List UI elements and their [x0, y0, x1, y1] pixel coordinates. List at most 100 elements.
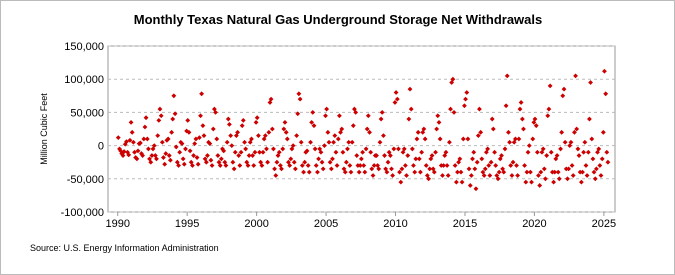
- data-point: [192, 141, 198, 147]
- data-point: [242, 139, 247, 145]
- data-point: [604, 149, 610, 155]
- data-point: [296, 91, 302, 97]
- data-point: [433, 149, 438, 155]
- data-point: [477, 106, 482, 112]
- data-point: [464, 90, 470, 95]
- data-point: [541, 166, 547, 172]
- data-point: [240, 117, 246, 123]
- data-point: [358, 156, 364, 162]
- data-point: [349, 139, 355, 145]
- data-point: [377, 139, 383, 145]
- data-point: [536, 173, 541, 178]
- data-point: [203, 159, 209, 165]
- data-point: [144, 136, 150, 142]
- data-point: [576, 153, 582, 158]
- data-point: [236, 153, 242, 158]
- data-point: [485, 146, 491, 152]
- data-point: [191, 153, 196, 158]
- data-point: [402, 163, 408, 168]
- x-tick-label: 1990: [105, 218, 129, 230]
- data-point: [381, 133, 386, 139]
- data-point: [526, 143, 532, 148]
- data-point: [273, 173, 279, 178]
- data-point: [237, 163, 243, 168]
- data-point: [530, 136, 536, 142]
- data-point: [318, 149, 324, 155]
- data-point: [408, 106, 414, 112]
- data-point: [447, 139, 452, 145]
- data-point: [482, 166, 488, 172]
- data-point: [291, 159, 297, 165]
- data-point: [169, 129, 175, 135]
- data-point: [345, 146, 350, 152]
- data-point: [346, 139, 352, 145]
- data-point: [195, 161, 201, 167]
- data-point: [152, 153, 158, 158]
- data-point: [496, 169, 502, 175]
- data-point: [429, 153, 435, 158]
- data-point: [165, 136, 171, 142]
- data-point: [151, 143, 157, 148]
- data-point: [591, 169, 597, 175]
- data-point: [516, 136, 522, 142]
- x-tick-label: 2025: [592, 218, 616, 230]
- data-point: [140, 153, 145, 158]
- x-tick-label: 2010: [383, 218, 407, 230]
- data-point: [509, 173, 515, 178]
- data-point: [444, 163, 450, 168]
- data-point: [508, 163, 514, 168]
- data-point: [515, 173, 521, 178]
- data-point: [596, 146, 602, 152]
- data-point: [497, 156, 503, 162]
- data-point: [309, 119, 315, 125]
- data-point: [475, 133, 481, 139]
- data-point: [235, 129, 240, 135]
- data-point: [166, 153, 172, 158]
- data-point: [213, 110, 218, 115]
- data-point: [517, 106, 523, 112]
- data-point: [279, 166, 284, 172]
- data-point: [187, 148, 193, 154]
- data-point: [159, 139, 165, 145]
- data-point: [504, 73, 510, 79]
- data-point: [501, 169, 507, 175]
- data-point: [561, 86, 567, 92]
- data-point: [200, 123, 206, 129]
- data-point: [332, 133, 338, 139]
- data-point: [422, 136, 428, 142]
- data-point: [399, 166, 405, 172]
- data-point: [396, 146, 401, 152]
- data-point: [228, 133, 234, 139]
- data-point: [188, 159, 194, 165]
- data-point: [170, 116, 176, 122]
- data-point: [249, 136, 254, 142]
- data-point: [243, 146, 249, 152]
- data-point: [262, 133, 268, 139]
- data-point: [122, 141, 128, 147]
- data-point: [284, 136, 290, 142]
- data-point: [414, 136, 420, 142]
- data-point: [326, 139, 332, 145]
- data-point: [580, 169, 585, 175]
- data-point: [227, 121, 232, 127]
- data-point: [120, 153, 126, 158]
- data-point: [538, 169, 544, 175]
- data-point: [587, 116, 592, 122]
- data-point: [552, 169, 558, 175]
- data-point: [330, 156, 335, 162]
- data-point: [198, 113, 203, 119]
- data-point: [368, 149, 374, 155]
- data-point: [115, 135, 121, 141]
- data-point: [299, 163, 305, 168]
- data-point: [238, 149, 244, 155]
- data-point: [600, 129, 606, 135]
- y-tick-label: 150,000: [64, 41, 104, 53]
- data-point: [590, 156, 596, 162]
- data-point: [277, 163, 283, 168]
- data-point: [266, 129, 272, 135]
- data-point: [333, 149, 339, 155]
- data-point: [167, 157, 173, 163]
- data-point: [423, 163, 429, 168]
- data-point: [143, 115, 149, 121]
